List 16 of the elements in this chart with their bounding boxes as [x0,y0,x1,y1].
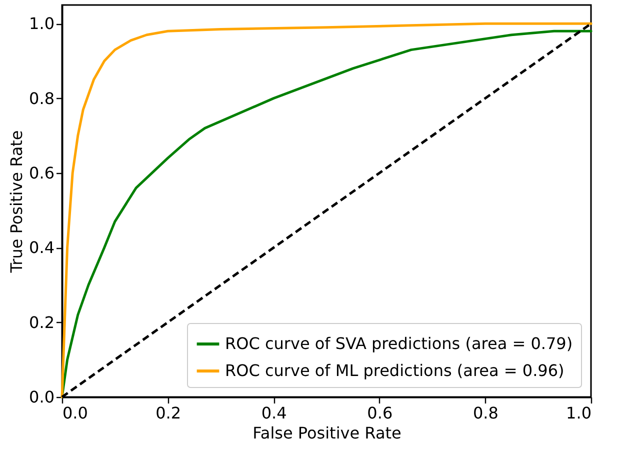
y-tick-label: 0.8 [29,88,54,108]
x-tick-label: 0.8 [472,404,498,422]
y-tick-label: 0.2 [29,312,54,332]
legend-label: ROC curve of ML predictions (area = 0.96) [225,361,564,380]
x-tick-label: 0.6 [367,404,393,422]
y-axis-title: True Positive Rate [7,130,26,274]
x-axis-title: False Positive Rate [252,424,402,442]
y-tick-label: 0.0 [29,388,54,406]
y-tick-label: 0.6 [29,164,54,182]
x-tick-label: 0.0 [62,404,88,422]
x-tick-label: 0.2 [156,404,182,422]
legend-label: ROC curve of SVA predictions (area = 0.79) [225,334,573,353]
x-tick-label: 1.0 [566,404,592,422]
y-tick-label: 0.4 [29,238,54,258]
y-tick-label: 1.0 [29,14,54,34]
x-tick-label: 0.4 [261,404,287,422]
